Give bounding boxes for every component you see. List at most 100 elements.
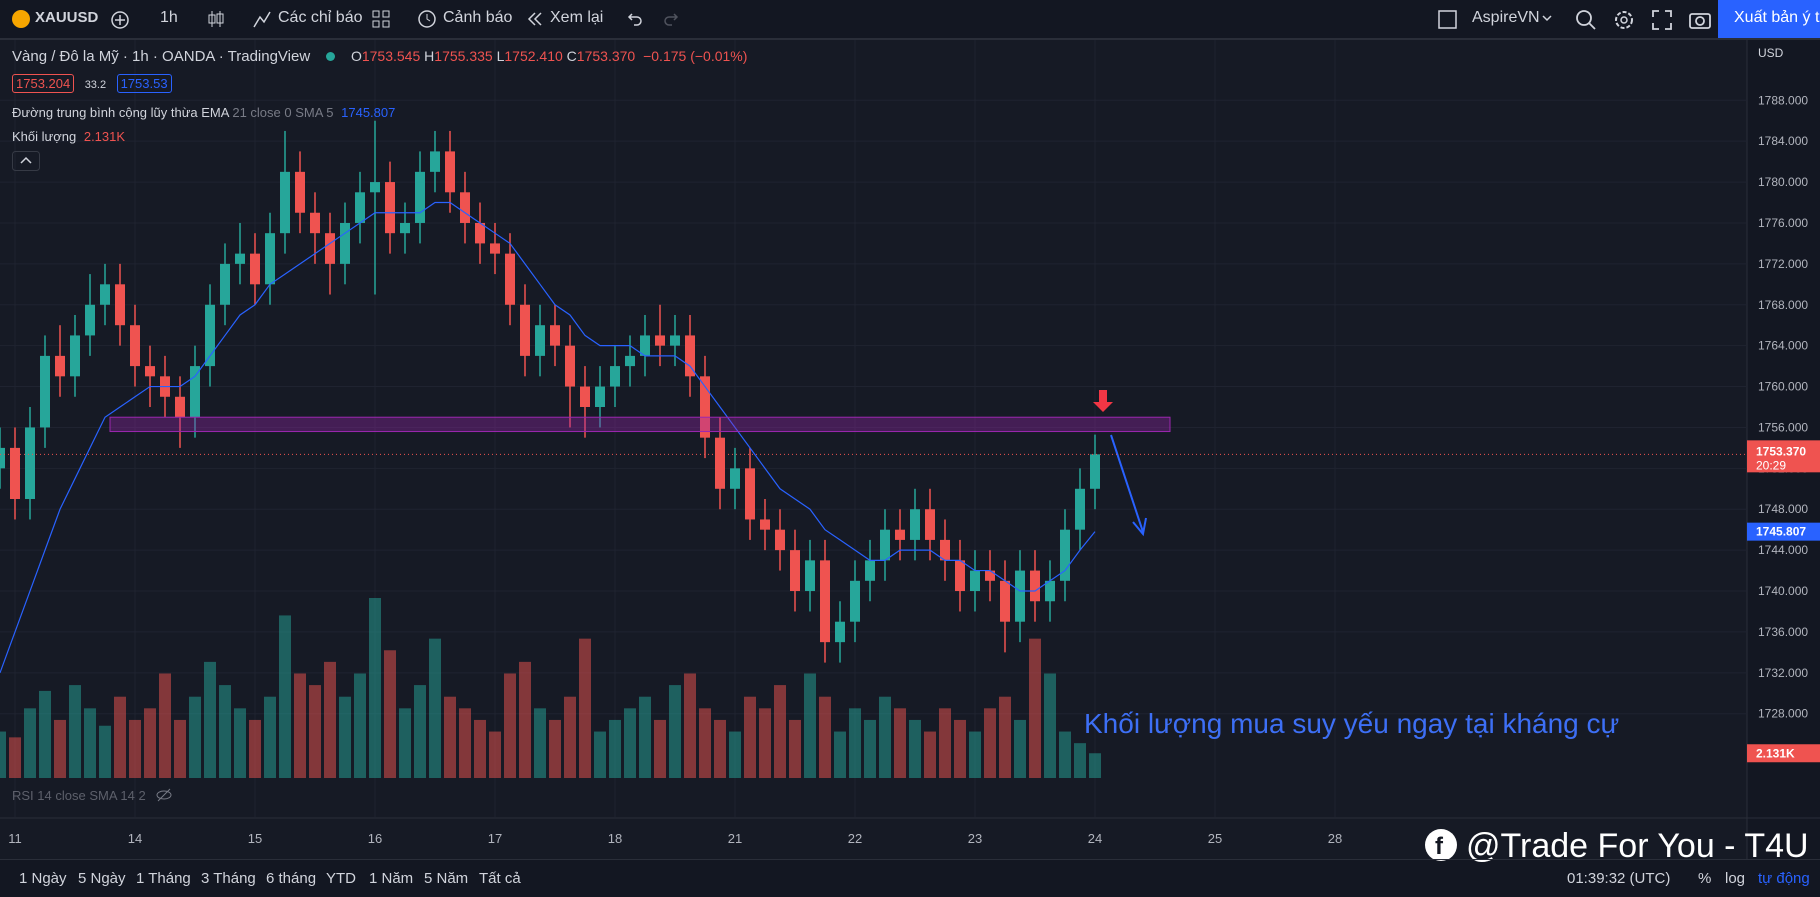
indicators[interactable]: Các chỉ báo	[278, 9, 363, 26]
candle-body	[955, 560, 965, 592]
x-tick-label: 21	[728, 831, 742, 846]
currency[interactable]: USD	[1758, 46, 1784, 60]
range-button[interactable]: YTD	[326, 870, 356, 887]
last-price-box	[1747, 440, 1820, 473]
range-button[interactable]: 6 tháng	[266, 870, 317, 887]
volume-bar	[969, 731, 981, 778]
sell-price[interactable]: 1753.204	[12, 74, 75, 93]
volume-bar	[159, 673, 171, 778]
user-chevron[interactable]	[1541, 14, 1553, 24]
volume-bar	[534, 708, 546, 778]
alerts[interactable]: Cảnh báo	[443, 9, 513, 26]
ema-price-box	[1747, 522, 1820, 541]
candle-body	[1075, 488, 1085, 530]
interval[interactable]: 1h	[160, 9, 178, 26]
ema-price-label: 1745.807	[1756, 525, 1806, 539]
facebook-f: f	[1435, 833, 1444, 860]
volume-bar	[219, 685, 231, 778]
candle-body	[130, 325, 140, 367]
volume-bar	[474, 719, 486, 778]
volume-bar	[1059, 731, 1071, 778]
range-button[interactable]: 5 Ngày	[78, 870, 126, 887]
volume-bar	[354, 673, 366, 778]
volume-bar	[189, 696, 201, 778]
user[interactable]: AspireVN	[1472, 9, 1540, 26]
volume-bar	[924, 731, 936, 778]
candle-body	[865, 560, 875, 581]
snapshot[interactable]	[1688, 9, 1712, 31]
range-button[interactable]: 1 Ngày	[19, 870, 67, 887]
volume-bar	[759, 708, 771, 778]
candle-body	[1090, 454, 1100, 489]
volume-bar	[729, 731, 741, 778]
publish-label[interactable]: Xuất bản ý tư	[1734, 9, 1820, 26]
y-tick-label: 1776.000	[1758, 216, 1808, 230]
volume-bar	[459, 708, 471, 778]
candle-body	[415, 171, 425, 223]
x-tick-label: 17	[488, 831, 502, 846]
scale-button[interactable]: log	[1725, 870, 1746, 887]
volume-bar	[564, 696, 576, 778]
redo[interactable]	[663, 10, 681, 28]
volume-bar	[1089, 753, 1101, 778]
replay-icon[interactable]	[526, 11, 544, 27]
range-button[interactable]: 1 Tháng	[136, 870, 191, 887]
range-button[interactable]: 5 Năm	[424, 870, 469, 887]
volume-bar	[324, 661, 336, 778]
x-tick-label: 25	[1208, 831, 1222, 846]
range-button[interactable]: Tất cả	[479, 870, 521, 887]
candle-body	[340, 222, 350, 264]
volume-bar	[144, 708, 156, 778]
alerts-icon[interactable]	[417, 9, 437, 29]
x-tick-label: 22	[848, 831, 862, 846]
volume-bar	[369, 598, 381, 778]
candle-body	[1030, 570, 1040, 602]
buy-price[interactable]: 1753.53	[116, 74, 172, 93]
chart-type[interactable]	[206, 9, 226, 29]
fullscreen[interactable]	[1651, 9, 1673, 31]
add-symbol[interactable]	[110, 10, 130, 30]
volume-bar	[99, 725, 111, 778]
volume-bar	[699, 708, 711, 778]
candle-body	[40, 355, 50, 428]
volume-bar	[819, 696, 831, 778]
volume-name: Khối lượng	[12, 129, 77, 144]
range-button[interactable]: 3 Tháng	[201, 870, 256, 887]
volume-bar	[909, 719, 921, 778]
candle-body	[805, 560, 815, 592]
collapse-legend[interactable]	[12, 151, 40, 171]
volume-bar	[879, 696, 891, 778]
candle-body	[895, 529, 905, 540]
layout-checkbox[interactable]	[1438, 10, 1458, 30]
candle-body	[55, 355, 65, 377]
layout-icon[interactable]	[371, 9, 391, 29]
publish-button[interactable]: Xuất bản ý tư	[1718, 0, 1820, 38]
clock: 01:39:32 (UTC)	[1567, 870, 1671, 887]
scale-button[interactable]: %	[1698, 870, 1712, 887]
candle-body	[370, 182, 380, 193]
volume-bar	[444, 696, 456, 778]
y-tick-label: 1768.000	[1758, 298, 1808, 312]
volume-bar	[684, 673, 696, 778]
candle-body	[1045, 580, 1055, 602]
candle-body	[100, 284, 110, 305]
undo[interactable]	[625, 10, 643, 28]
symbol[interactable]: XAUUSD	[35, 9, 99, 26]
rsi-hide[interactable]	[155, 787, 173, 803]
candles-layer	[0, 120, 1100, 674]
search[interactable]	[1575, 9, 1597, 31]
candle-body	[475, 222, 485, 244]
settings[interactable]	[1613, 9, 1635, 31]
candle-body	[190, 366, 200, 418]
volume-bar	[174, 719, 186, 778]
range-button[interactable]: 1 Năm	[369, 870, 414, 887]
facebook-icon	[1425, 829, 1457, 861]
candle-body	[235, 253, 245, 264]
x-tick-label: 11	[8, 831, 22, 846]
replay[interactable]: Xem lại	[550, 9, 604, 26]
scale-button[interactable]: tự động	[1758, 870, 1810, 887]
resistance-zone	[109, 416, 1171, 433]
indicators-icon[interactable]	[252, 9, 272, 29]
volume-bar	[504, 673, 516, 778]
